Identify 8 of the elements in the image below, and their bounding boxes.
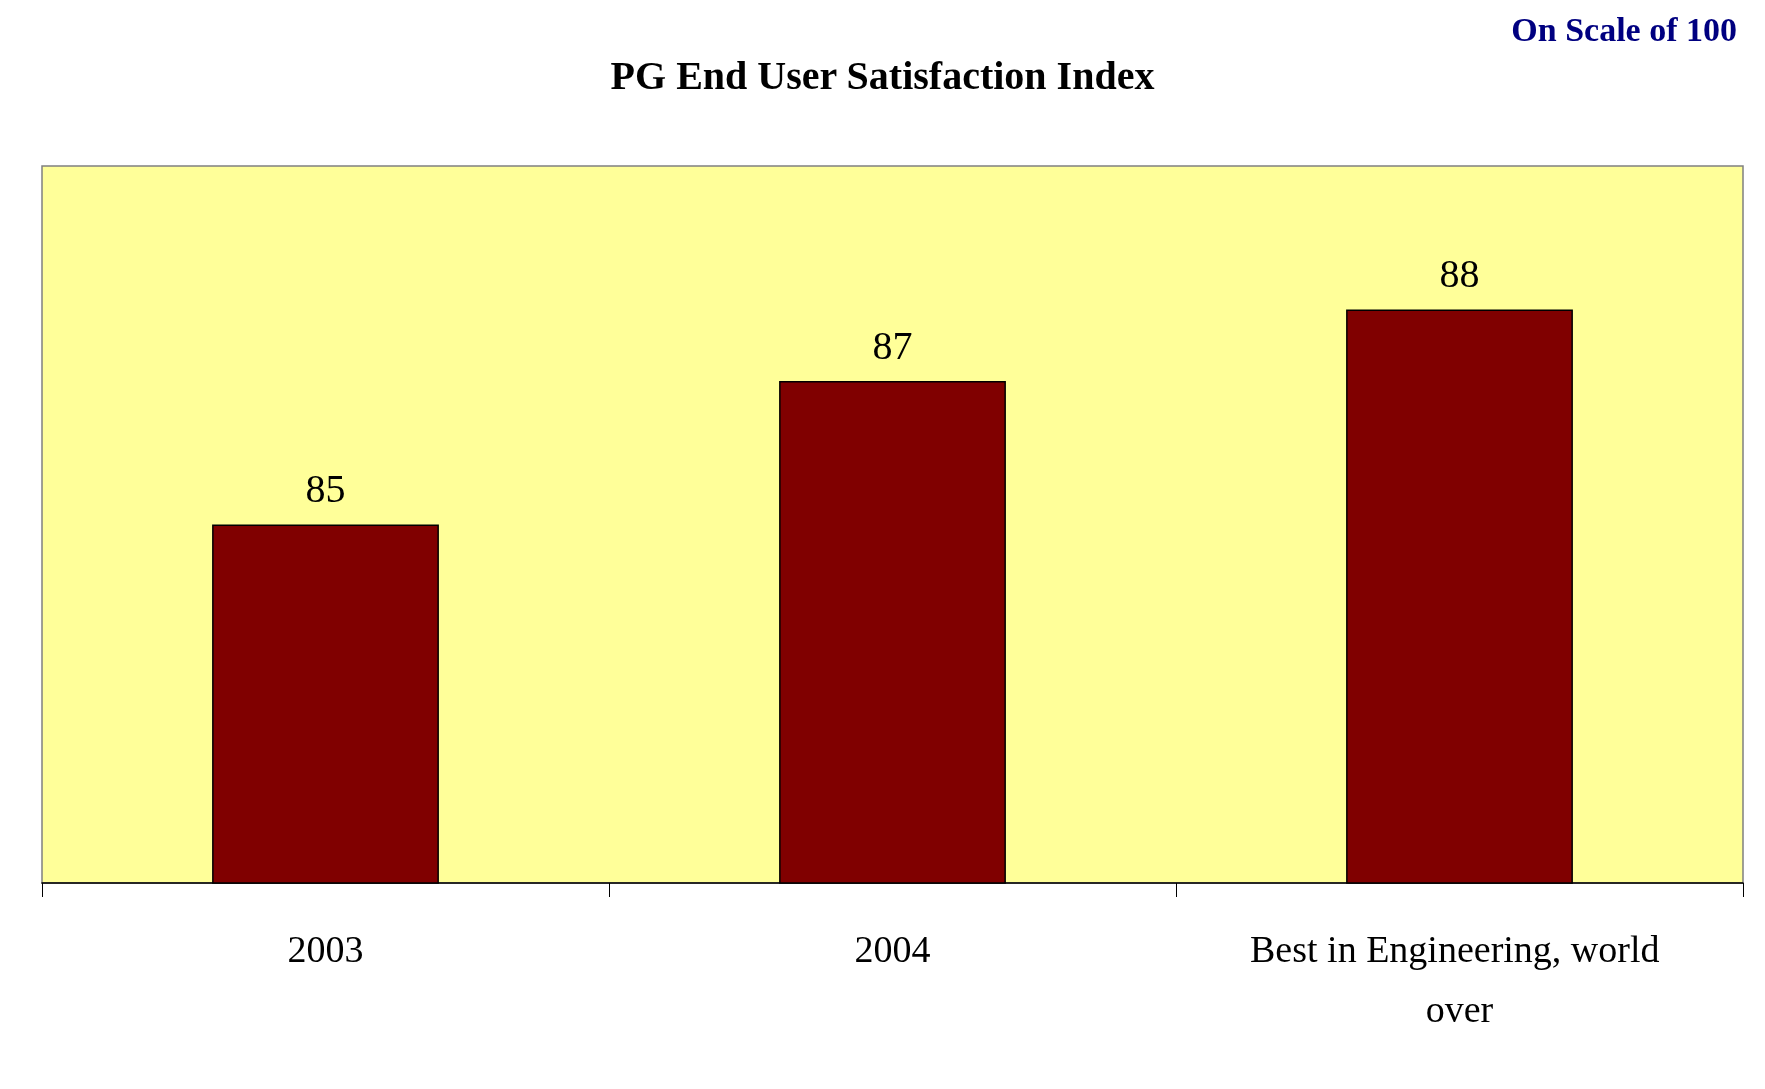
chart-title: PG End User Satisfaction Index [610,52,1155,98]
x-tick-label: Best in Engineering, world over [1250,928,1669,1030]
data-label: 87 [872,322,913,368]
data-label: 88 [1439,250,1480,296]
text: On Scale of 100 [1511,10,1737,48]
x-tick-label: 2003 [287,928,364,970]
x-tick-label: 2004 [854,928,931,970]
data-label: 85 [305,466,346,511]
